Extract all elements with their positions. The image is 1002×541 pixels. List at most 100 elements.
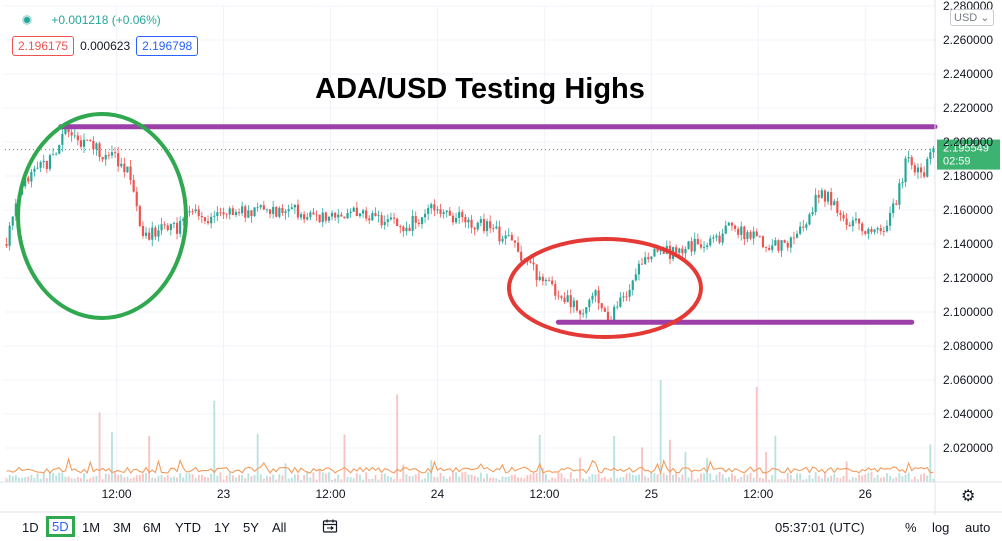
- volume-bar: [439, 472, 442, 482]
- candle-body: [532, 262, 535, 265]
- timeframe-1m[interactable]: 1M: [82, 520, 101, 535]
- candle-body: [389, 217, 393, 220]
- volume-bar: [628, 472, 631, 482]
- candle-body: [135, 191, 138, 207]
- volume-bar: [219, 472, 222, 482]
- candle-body: [795, 233, 799, 238]
- volume-bar: [160, 475, 163, 482]
- candle-body: [144, 232, 148, 236]
- candle-body: [98, 143, 101, 157]
- volume-bar: [179, 473, 182, 482]
- x-tick-label: 12:00: [743, 487, 773, 501]
- candle-body: [845, 218, 848, 225]
- candle-body: [591, 295, 594, 300]
- timeframe-1y[interactable]: 1Y: [214, 520, 230, 535]
- volume-bar: [405, 474, 408, 482]
- volume-bar: [321, 472, 324, 482]
- candle-body: [154, 227, 157, 237]
- volume-bar: [11, 476, 14, 482]
- candle-body: [916, 167, 920, 173]
- candle-body: [55, 153, 58, 155]
- volume-bar: [135, 475, 138, 482]
- calendar-range-icon[interactable]: [322, 518, 338, 534]
- volume-bar: [563, 477, 566, 482]
- candle-body: [265, 209, 269, 211]
- candle-body: [783, 240, 786, 243]
- volume-bar: [523, 478, 526, 482]
- volume-bar: [343, 434, 346, 482]
- candle-body: [433, 204, 436, 211]
- volume-bar: [669, 439, 671, 482]
- candle-body: [603, 308, 606, 312]
- volume-bar: [597, 473, 600, 482]
- candle-body: [575, 300, 579, 311]
- candle-body: [699, 244, 703, 248]
- timeframe-5d[interactable]: 5D: [46, 516, 75, 537]
- timeframe-ytd[interactable]: YTD: [175, 520, 201, 535]
- candle-body: [510, 234, 513, 241]
- volume-bar: [399, 479, 402, 482]
- volume-bar: [58, 472, 61, 482]
- bar-countdown: 02:59: [943, 156, 971, 168]
- volume-bar: [634, 475, 637, 482]
- volume-bar: [774, 435, 777, 482]
- timeframe-5y[interactable]: 5Y: [243, 520, 259, 535]
- sell-price-button[interactable]: 2.196175: [12, 36, 75, 56]
- candle-body: [867, 229, 870, 234]
- volume-bar: [247, 473, 250, 482]
- volume-bar: [808, 474, 811, 482]
- volume-bar: [244, 478, 247, 482]
- y-tick-label: 2.260000: [943, 33, 993, 47]
- candle-body: [51, 154, 55, 156]
- volume-bar: [625, 473, 628, 482]
- candle-body: [132, 179, 135, 192]
- candle-body: [513, 240, 517, 243]
- auto-scale-toggle[interactable]: auto: [965, 520, 991, 535]
- candle-body: [141, 225, 145, 236]
- volume-bar: [275, 479, 278, 482]
- candle-body: [470, 219, 473, 228]
- volume-bar: [86, 479, 89, 482]
- candle-body: [873, 229, 876, 232]
- volume-bar: [464, 472, 467, 482]
- volume-bar: [303, 474, 306, 482]
- x-tick-label: 12:00: [529, 487, 559, 501]
- volume-bar: [346, 477, 349, 482]
- candle-body: [613, 306, 616, 321]
- volume-bar: [650, 472, 653, 482]
- volume-bar: [746, 474, 749, 482]
- timeframe-6m[interactable]: 6M: [143, 520, 162, 535]
- candle-body: [337, 214, 340, 218]
- volume-bar: [197, 474, 200, 482]
- volume-bar: [67, 476, 70, 482]
- volume-bar: [613, 435, 616, 482]
- candle-body: [799, 226, 802, 234]
- volume-bar: [383, 473, 386, 482]
- volume-bar: [582, 478, 585, 482]
- candle-body: [380, 215, 383, 226]
- currency-selector[interactable]: USD ⌄: [950, 9, 994, 26]
- timeframe-all[interactable]: All: [272, 520, 287, 535]
- volume-bar: [445, 478, 448, 482]
- volume-bar: [799, 473, 802, 482]
- candle-body: [535, 264, 538, 280]
- volume-bar: [293, 474, 296, 482]
- volume-bar: [923, 473, 926, 482]
- utc-clock[interactable]: 05:37:01 (UTC): [775, 520, 865, 535]
- timeframe-1d[interactable]: 1D: [22, 520, 39, 535]
- candle-body: [61, 133, 64, 145]
- candle-body: [619, 297, 622, 307]
- candle-body: [14, 203, 17, 217]
- gear-icon[interactable]: ⚙: [961, 488, 976, 505]
- candle-body: [768, 247, 771, 250]
- candle-body: [662, 249, 665, 254]
- timeframe-3m[interactable]: 3M: [113, 520, 132, 535]
- buy-price-button[interactable]: 2.196798: [136, 36, 199, 56]
- volume-bar: [64, 476, 67, 482]
- volume-bar: [879, 477, 882, 482]
- log-scale-toggle[interactable]: log: [932, 520, 950, 535]
- volume-bar: [926, 475, 929, 482]
- percent-scale-toggle[interactable]: %: [905, 520, 917, 535]
- grid-lines: [5, 5, 935, 482]
